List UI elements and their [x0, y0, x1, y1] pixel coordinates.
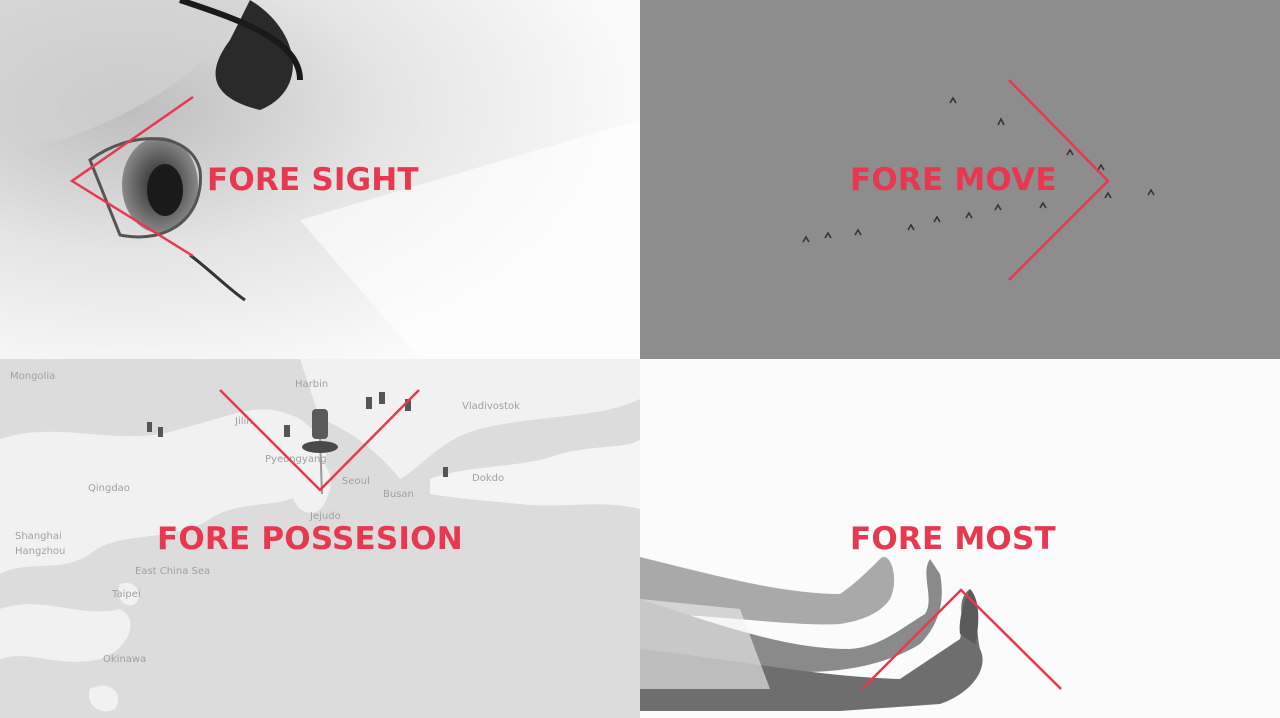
map-label-taipei: Taipei — [111, 589, 141, 600]
fore-sight-panel: FORE SIGHT — [0, 0, 640, 359]
map-label-qingdao: Qingdao — [88, 483, 130, 494]
push-pins — [147, 392, 448, 495]
map-pins-photo: Harbin Vladivostok Jilin Pyeongyang Seou… — [0, 359, 640, 718]
bird-flock-photo — [640, 0, 1280, 359]
map-label-mongolia: Mongolia — [10, 371, 55, 382]
map-label-shanghai: Shanghai — [15, 531, 62, 542]
eye-photo — [0, 0, 640, 359]
map-label-hangzhou: Hangzhou — [15, 546, 65, 557]
fore-move-panel: FORE MOVE — [640, 0, 1280, 359]
fore-most-caption: FORE MOST — [850, 521, 1056, 557]
map-label-busan: Busan — [383, 489, 414, 500]
fore-move-caption: FORE MOVE — [850, 162, 1057, 198]
map-label-seoul: Seoul — [342, 476, 370, 487]
map-label-dokdo: Dokdo — [472, 473, 504, 484]
map-label-okinawa: Okinawa — [103, 654, 146, 665]
fore-sight-caption: FORE SIGHT — [207, 162, 419, 198]
map-label-vladivostok: Vladivostok — [462, 401, 520, 412]
map-labels: Harbin Vladivostok Jilin Pyeongyang Seou… — [10, 371, 520, 665]
bird-flock — [802, 96, 1155, 243]
map-label-harbin: Harbin — [295, 379, 328, 390]
map-label-jejudo: Jejudo — [309, 511, 341, 522]
map-label-jilin: Jilin — [234, 416, 253, 427]
fore-most-panel: FORE MOST — [640, 359, 1280, 718]
thumbs-up-photo — [640, 359, 1280, 718]
map-label-east-china-sea: East China Sea — [135, 566, 210, 577]
fore-possesion-panel: Harbin Vladivostok Jilin Pyeongyang Seou… — [0, 359, 640, 718]
fore-possesion-caption: FORE POSSESION — [157, 521, 463, 557]
map-label-pyeongyang: Pyeongyang — [265, 454, 327, 465]
